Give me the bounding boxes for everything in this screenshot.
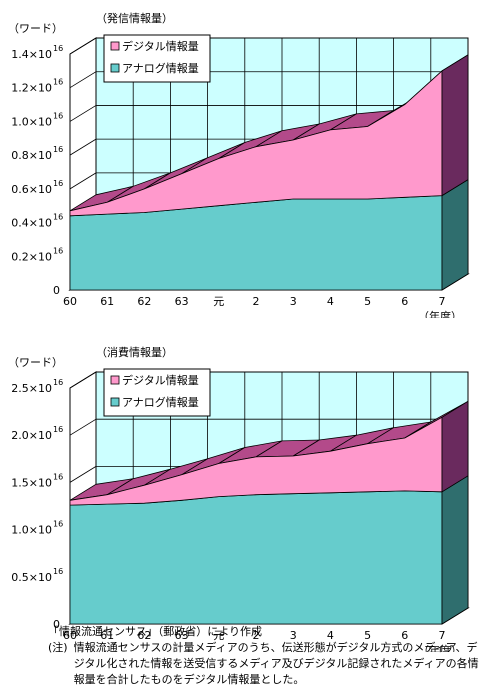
grid-line-depth: [69, 71, 97, 89]
x-tick-label: 4: [327, 295, 334, 308]
x-tick-label: 5: [364, 629, 371, 642]
y-tick-label: 2.5×10: [11, 382, 52, 395]
y-tick-exponent: 16: [53, 425, 63, 434]
y-tick-exponent: 16: [53, 378, 63, 387]
grid-line-depth: [69, 172, 97, 190]
notes: 「情報流通センサス」（郵政省）により作成 (注) 情報流通センサスの計量メディア…: [48, 624, 480, 688]
x-axis-label: （年度）: [418, 643, 462, 652]
y-tick-label: 1.4×10: [11, 48, 52, 61]
x-tick-label: 3: [290, 295, 297, 308]
y-tick-label: 0: [53, 284, 60, 297]
x-tick-label: 7: [439, 295, 446, 308]
chart-subtitle: （発信情報量）: [96, 11, 173, 25]
y-tick-label: 1.0×10: [11, 115, 52, 128]
chart-subtitle: （消費情報量）: [96, 345, 173, 359]
y-axis-label: （ワード）: [8, 22, 63, 35]
analog-side-face: [441, 475, 469, 625]
x-tick-label: 4: [327, 629, 334, 642]
y-axis-label: （ワード）: [8, 356, 63, 369]
y-tick-label: 0.5×10: [11, 571, 52, 584]
chart-2: 00.5×10 161.0×10 161.5×10 162.0×10 162.5×10 1…: [8, 345, 470, 652]
x-tick-label: 7: [439, 629, 446, 642]
y-tick-label: 0.2×10: [11, 250, 52, 263]
note-text: 情報流通センサスの計量メディアのうち、伝送形態がデジタル方式のメディア、デジタル…: [73, 641, 479, 686]
grid-line-depth: [69, 371, 97, 389]
y-tick-exponent: 16: [53, 145, 63, 154]
x-tick-label: 60: [63, 295, 77, 308]
grid-line-depth: [69, 105, 97, 122]
note-label: (注): [48, 641, 68, 654]
grid-line-depth: [69, 466, 97, 483]
y-tick-label: 0.4×10: [11, 217, 52, 230]
legend-box: [103, 34, 211, 83]
x-tick-label: 63: [175, 295, 189, 308]
x-tick-label: 61: [100, 295, 114, 308]
y-tick-exponent: 16: [53, 179, 63, 188]
legend-box: [103, 368, 211, 417]
y-tick-label: 1.5×10: [11, 476, 52, 489]
source-note: 「情報流通センサス」（郵政省）により作成: [48, 625, 263, 638]
y-tick-exponent: 16: [53, 472, 63, 481]
y-tick-label: 1.2×10: [11, 82, 52, 95]
y-tick-label: 0: [53, 618, 60, 631]
analog-side-face: [441, 178, 469, 291]
legend-label: デジタル情報量: [122, 373, 199, 387]
y-tick-label: 0.6×10: [11, 183, 52, 196]
y-tick-exponent: 16: [53, 213, 63, 222]
grid-line-depth: [69, 138, 97, 156]
x-axis-label: （年度）: [418, 309, 462, 318]
y-tick-label: 2.0×10: [11, 429, 52, 442]
x-tick-label: 2: [253, 629, 260, 642]
grid-line-depth: [69, 418, 97, 436]
x-tick-label: 6: [401, 629, 408, 642]
legend-label: アナログ情報量: [122, 395, 199, 409]
grid-line-depth: [69, 37, 97, 55]
y-tick-exponent: 16: [53, 78, 63, 87]
x-tick-label: 5: [364, 295, 371, 308]
digital-side-face: [441, 400, 469, 493]
x-tick-label: 61: [100, 629, 114, 642]
x-tick-label: 6: [401, 295, 408, 308]
digital-side-face: [441, 54, 469, 197]
legend-swatch: [110, 397, 120, 407]
legend-swatch: [110, 41, 120, 51]
x-tick-label: 62: [137, 295, 151, 308]
x-tick-label: 3: [290, 629, 297, 642]
x-tick-label: 2: [253, 295, 260, 308]
legend-label: アナログ情報量: [122, 61, 199, 75]
y-tick-label: 1.0×10: [11, 524, 52, 537]
analog-area: [69, 490, 443, 625]
x-tick-label: 62: [137, 629, 151, 642]
chart-1: 00.2×10 160.4×10 160.6×10 160.8×10 161.0×10 1…: [8, 11, 470, 318]
x-tick-label: 元: [213, 295, 224, 308]
y-tick-exponent: 16: [53, 44, 63, 53]
legend-label: デジタル情報量: [122, 39, 199, 53]
legend-swatch: [110, 63, 120, 73]
y-tick-exponent: 16: [53, 520, 63, 529]
x-tick-label: 元: [213, 629, 224, 642]
y-tick-label: 0.8×10: [11, 149, 52, 162]
y-tick-exponent: 16: [53, 111, 63, 120]
y-tick-exponent: 16: [53, 246, 63, 255]
y-tick-exponent: 16: [53, 567, 63, 576]
legend-swatch: [110, 375, 120, 385]
x-tick-label: 63: [175, 629, 189, 642]
x-tick-label: 60: [63, 629, 77, 642]
